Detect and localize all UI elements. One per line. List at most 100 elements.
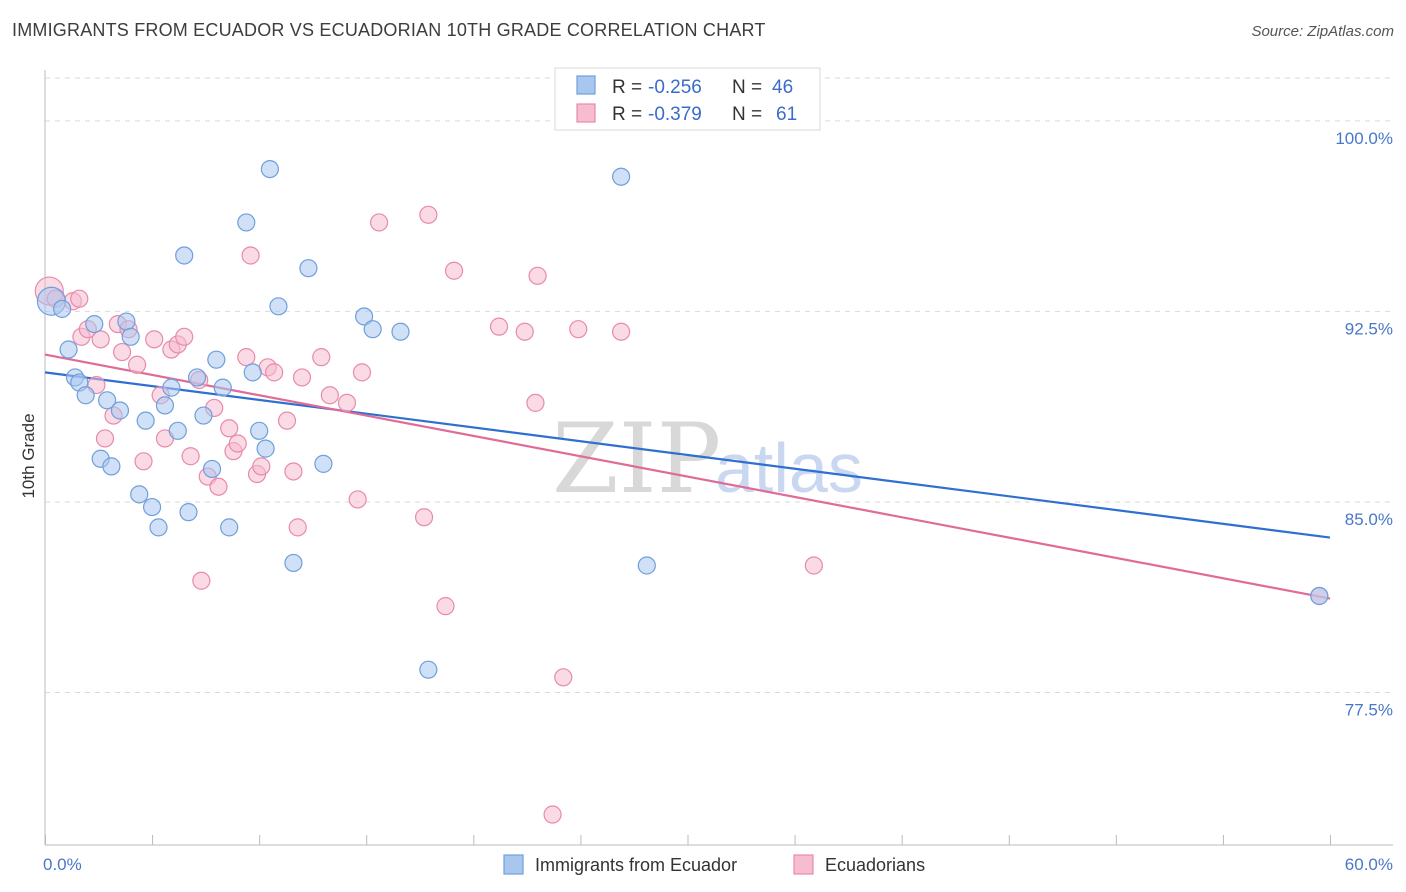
point-immigrants-ecuador [612, 167, 631, 186]
point-immigrants-ecuador [213, 378, 232, 397]
y-tick-label: 100.0% [1335, 129, 1393, 148]
point-ecuadorians [292, 368, 312, 387]
point-ecuadorians [241, 246, 260, 265]
bottom-legend-swatch-pink [793, 854, 814, 875]
point-ecuadorians [127, 355, 147, 374]
bottom-legend-swatch-blue [503, 854, 524, 875]
legend-n-value-1: 46 [772, 77, 793, 98]
legend-r-value-1: -0.256 [648, 77, 702, 98]
point-ecuadorians [352, 363, 372, 382]
point-ecuadorians [145, 330, 164, 349]
legend-n-label-2: N = [732, 104, 762, 125]
point-ecuadorians [284, 462, 303, 481]
legend-swatch-pink [576, 103, 596, 123]
point-ecuadorians [569, 320, 588, 339]
point-ecuadorians [91, 330, 110, 349]
point-immigrants-ecuador [110, 401, 130, 420]
chart-title: IMMIGRANTS FROM ECUADOR VS ECUADORIAN 10… [12, 20, 766, 40]
point-ecuadorians [337, 393, 357, 412]
point-ecuadorians [181, 447, 200, 466]
trend-line-ecuadorians [44, 353, 1331, 600]
point-ecuadorians [543, 805, 562, 824]
point-ecuadorians [419, 205, 438, 224]
legend-swatch-blue [576, 75, 596, 95]
point-ecuadorians [414, 508, 434, 527]
point-ecuadorians [277, 411, 297, 430]
trend-line-immigrants-ecuador [44, 371, 1331, 539]
point-immigrants-ecuador [162, 378, 181, 397]
point-immigrants-ecuador [202, 459, 222, 479]
point-ecuadorians [192, 571, 211, 590]
source-label: Source: ZipAtlas.com [1251, 23, 1394, 40]
point-immigrants-ecuador [187, 368, 207, 387]
point-ecuadorians [320, 386, 339, 405]
point-immigrants-ecuador [391, 322, 410, 341]
data-points [34, 159, 1329, 824]
point-ecuadorians [312, 348, 331, 367]
point-ecuadorians [526, 393, 545, 412]
legend-n-value-2: 61 [776, 104, 797, 125]
watermark-zip: ZIP [552, 403, 721, 515]
point-ecuadorians [804, 556, 823, 575]
point-immigrants-ecuador [121, 327, 140, 346]
point-ecuadorians [252, 457, 271, 476]
point-immigrants-ecuador [194, 406, 213, 425]
point-ecuadorians [489, 317, 509, 336]
point-immigrants-ecuador [179, 503, 198, 522]
point-ecuadorians [288, 518, 307, 537]
point-ecuadorians [528, 266, 547, 285]
point-immigrants-ecuador [53, 299, 72, 318]
axes: 77.5% 85.0% 92.5% 100.0% 0.0% 60.0% [43, 70, 1393, 874]
y-axis-label: 10th Grade [19, 413, 38, 498]
legend-r-label-2: R = [612, 104, 642, 125]
point-immigrants-ecuador [250, 421, 269, 440]
point-immigrants-ecuador [142, 497, 162, 517]
point-ecuadorians [95, 429, 115, 448]
point-immigrants-ecuador [355, 307, 374, 326]
point-immigrants-ecuador [284, 553, 303, 573]
point-immigrants-ecuador [98, 391, 117, 410]
point-immigrants-ecuador [117, 312, 136, 331]
point-immigrants-ecuador [256, 439, 275, 458]
point-immigrants-ecuador [59, 340, 78, 359]
bottom-legend-label-1: Immigrants from Ecuador [535, 855, 737, 875]
y-tick-label: 77.5% [1345, 701, 1393, 720]
point-immigrants-ecuador [269, 297, 288, 316]
point-immigrants-ecuador [260, 159, 279, 179]
point-immigrants-ecuador [175, 246, 194, 265]
point-ecuadorians [515, 322, 534, 341]
trend-lines [44, 353, 1331, 600]
legend-r-value-2: -0.379 [648, 104, 702, 125]
point-ecuadorians [444, 261, 464, 280]
point-immigrants-ecuador [237, 213, 256, 232]
point-immigrants-ecuador [363, 320, 382, 339]
legend-r-label-1: R = [612, 77, 642, 98]
point-immigrants-ecuador [419, 660, 438, 679]
legend-n-label-1: N = [732, 77, 762, 98]
point-immigrants-ecuador [136, 411, 155, 430]
point-immigrants-ecuador [637, 556, 656, 575]
point-ecuadorians [348, 490, 367, 509]
point-immigrants-ecuador [243, 363, 262, 382]
point-immigrants-ecuador [207, 350, 226, 369]
point-immigrants-ecuador [155, 396, 175, 415]
point-immigrants-ecuador [102, 457, 121, 476]
point-ecuadorians [112, 342, 132, 362]
x-tick-label-min: 0.0% [43, 855, 82, 874]
point-ecuadorians [209, 477, 228, 496]
point-ecuadorians [436, 597, 455, 616]
point-immigrants-ecuador [299, 259, 318, 278]
y-tick-label: 85.0% [1345, 510, 1393, 529]
grid [45, 77, 1393, 694]
point-immigrants-ecuador [85, 314, 104, 334]
point-ecuadorians [265, 363, 284, 382]
x-tick-label-max: 60.0% [1345, 855, 1393, 874]
point-ecuadorians [228, 434, 247, 453]
point-immigrants-ecuador [220, 518, 239, 537]
legend: R = -0.256 N = 46 R = -0.379 N = 61 [554, 67, 821, 131]
point-ecuadorians [134, 452, 153, 471]
y-tick-label: 92.5% [1345, 319, 1393, 338]
point-ecuadorians [237, 348, 256, 367]
point-immigrants-ecuador [76, 386, 95, 405]
